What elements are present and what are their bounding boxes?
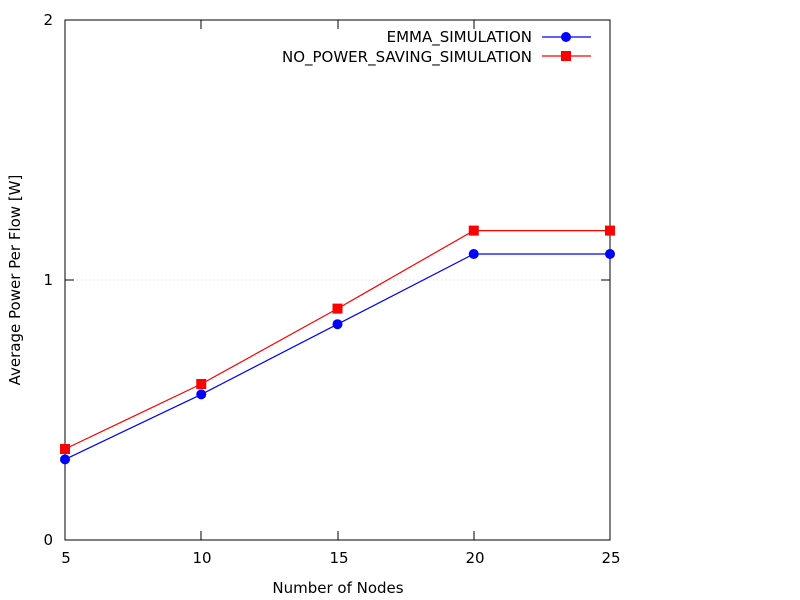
legend-marker-no-power-saving	[561, 51, 571, 61]
x-tick-label-5: 5	[61, 549, 71, 567]
data-point-no-power-saving-25	[605, 225, 615, 236]
series-emma	[60, 249, 615, 465]
data-point-no-power-saving-10	[196, 379, 207, 389]
data-point-emma-15	[332, 319, 343, 330]
data-point-emma-10	[196, 389, 207, 400]
y-tick-label-0: 0	[43, 531, 53, 549]
data-point-no-power-saving-5	[60, 444, 70, 454]
legend-marker-emma	[561, 32, 571, 42]
data-point-no-power-saving-15	[332, 303, 343, 314]
x-axis: 5 10 15 20 25	[61, 20, 621, 567]
y-axis-label: Average Power Per Flow [W]	[6, 175, 24, 386]
data-point-emma-20	[468, 249, 479, 259]
series-no-power-saving	[60, 225, 615, 454]
legend-label-no-power-saving: NO_POWER_SAVING_SIMULATION	[282, 48, 532, 67]
legend: EMMA_SIMULATION NO_POWER_SAVING_SIMULATI…	[282, 28, 591, 67]
y-tick-label-2: 2	[43, 11, 53, 29]
y-axis: 0 1 2	[43, 11, 610, 549]
legend-label-emma: EMMA_SIMULATION	[387, 28, 532, 47]
x-tick-label-25: 25	[601, 549, 620, 567]
series-layer	[60, 225, 615, 465]
x-axis-label: Number of Nodes	[272, 579, 403, 597]
x-tick-label-15: 15	[329, 549, 348, 567]
data-point-no-power-saving-20	[468, 225, 479, 236]
x-tick-label-10: 10	[192, 549, 211, 567]
legend-entry-emma: EMMA_SIMULATION	[387, 28, 591, 47]
data-point-emma-25	[605, 249, 615, 259]
data-point-emma-5	[60, 454, 70, 465]
series-line-emma	[64, 253, 610, 460]
series-line-no-power-saving	[64, 230, 610, 450]
x-tick-label-20: 20	[465, 549, 484, 567]
legend-entry-no-power-saving: NO_POWER_SAVING_SIMULATION	[282, 48, 591, 67]
y-tick-label-1: 1	[43, 271, 53, 289]
